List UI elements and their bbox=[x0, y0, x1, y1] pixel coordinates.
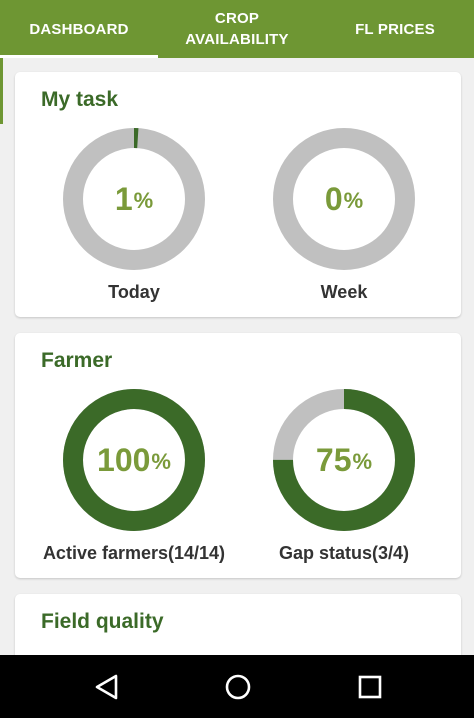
gauge-label-week: Week bbox=[320, 282, 368, 302]
gauge-number: 100 bbox=[97, 441, 151, 478]
ring-chart-today bbox=[63, 128, 205, 270]
home-circle-icon bbox=[225, 674, 251, 700]
tab-bar: DASHBOARD CROP AVAILABILITY FL PRICES bbox=[0, 0, 474, 58]
gauge-label-gap-status: Gap status(3/4) bbox=[278, 543, 410, 563]
gauge-value-gap-status: 75% bbox=[269, 385, 419, 535]
gauge-value-today: 1% bbox=[59, 124, 209, 274]
gauge-gap-status: 75% bbox=[269, 385, 419, 535]
farmer-card: Farmer 100% Active farmers(14/14) 75% Ga… bbox=[15, 333, 461, 578]
recents-square-icon bbox=[358, 675, 382, 699]
dashboard-content[interactable]: My task 1% Today 0% Week Farmer bbox=[0, 58, 474, 655]
percent-sign: % bbox=[352, 449, 373, 474]
gauge-label-active-farmers: Active farmers(14/14) bbox=[42, 543, 226, 563]
gauge-week: 0% bbox=[269, 124, 419, 274]
gauge-value-active-farmers: 100% bbox=[59, 385, 209, 535]
ring-chart-week bbox=[273, 128, 415, 270]
gauge-number: 75 bbox=[315, 441, 352, 478]
gauge-active-farmers: 100% bbox=[59, 385, 209, 535]
tab-fl-prices[interactable]: FL PRICES bbox=[355, 20, 435, 38]
card-title-my-task: My task bbox=[41, 88, 119, 111]
back-button[interactable] bbox=[91, 671, 123, 703]
percent-sign: % bbox=[343, 188, 364, 213]
percent-sign: % bbox=[133, 188, 154, 213]
card-title-farmer: Farmer bbox=[41, 349, 113, 372]
system-nav-bar bbox=[0, 655, 474, 718]
ring-chart-active-farmers bbox=[63, 389, 205, 531]
my-task-card: My task 1% Today 0% Week bbox=[15, 72, 461, 317]
percent-sign: % bbox=[151, 449, 171, 474]
gauge-number: 0 bbox=[324, 180, 343, 217]
ring-chart-gap-status bbox=[273, 389, 415, 531]
home-button[interactable] bbox=[222, 671, 254, 703]
gauge-today: 1% bbox=[59, 124, 209, 274]
card-title-field-quality: Field quality bbox=[41, 610, 164, 633]
field-quality-card: Field quality bbox=[15, 594, 461, 655]
recents-button[interactable] bbox=[354, 671, 386, 703]
side-accent-bar bbox=[0, 58, 3, 124]
back-triangle-icon bbox=[95, 674, 118, 700]
gauge-label-today: Today bbox=[108, 282, 160, 302]
tab-dashboard[interactable]: DASHBOARD bbox=[0, 0, 158, 58]
gauge-number: 1 bbox=[114, 180, 133, 217]
gauge-value-week: 0% bbox=[269, 124, 419, 274]
tab-crop-availability[interactable]: CROP AVAILABILITY bbox=[185, 10, 289, 48]
